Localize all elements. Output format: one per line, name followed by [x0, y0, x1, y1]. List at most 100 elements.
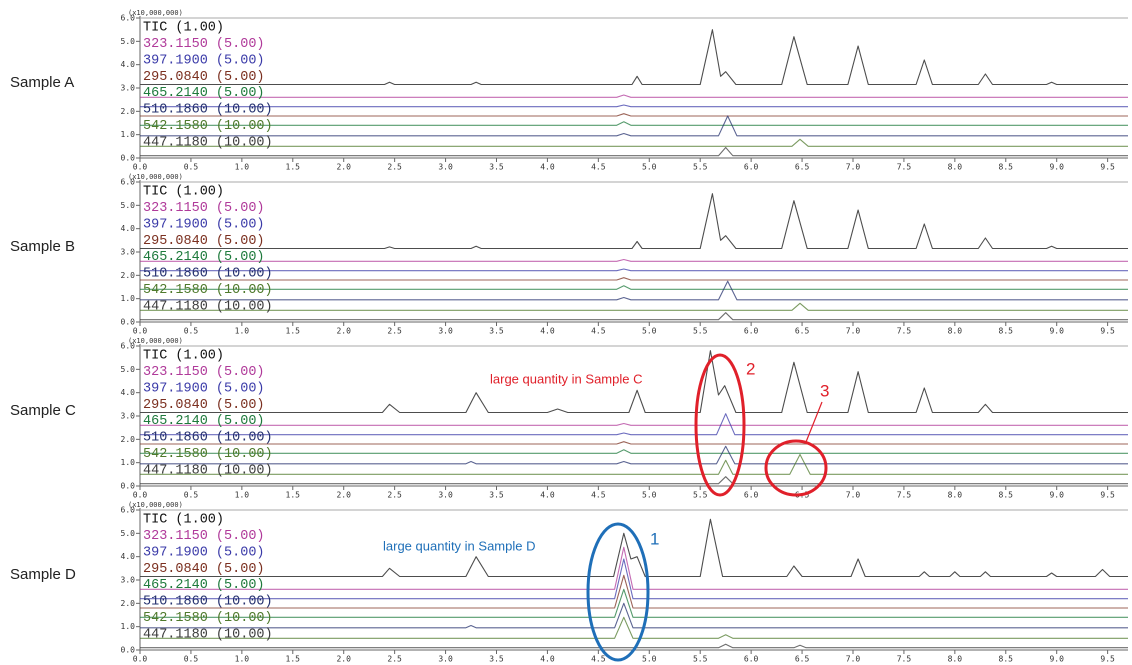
y-tick-label: 3.0	[121, 248, 136, 257]
trace	[140, 422, 1128, 426]
legend-entry: TIC (1.00)	[143, 185, 224, 200]
x-tick-label: 3.5	[489, 491, 504, 500]
x-tick-label: 4.5	[591, 163, 606, 172]
x-tick-label: 0.0	[133, 655, 148, 664]
legend-entry: 397.1900 (5.00)	[143, 381, 265, 396]
x-tick-label: 3.5	[489, 327, 504, 336]
legend-entry: 447.1180 (10.00)	[143, 135, 273, 150]
trace	[140, 602, 1128, 629]
x-tick-label: 6.0	[744, 655, 759, 664]
x-tick-label: 4.5	[591, 491, 606, 500]
legend-entry: 295.0840 (5.00)	[143, 398, 265, 413]
x-tick-label: 2.0	[336, 327, 351, 336]
legend-entry: 323.1150 (5.00)	[143, 529, 265, 544]
x-tick-label: 1.5	[286, 655, 301, 664]
x-tick-label: 9.5	[1100, 327, 1115, 336]
trace	[140, 104, 1128, 108]
y-axis-label: (x10,000,000)	[128, 501, 183, 509]
x-tick-label: 8.0	[948, 327, 963, 336]
y-tick-label: 5.0	[121, 529, 136, 538]
legend-entry: 447.1180 (10.00)	[143, 627, 273, 642]
y-tick-label: 2.0	[121, 271, 136, 280]
trace	[140, 588, 1128, 618]
x-tick-label: 5.5	[693, 163, 708, 172]
x-tick-label: 2.5	[387, 163, 402, 172]
x-tick-label: 4.0	[540, 655, 555, 664]
y-axis-label: (x10,000,000)	[128, 9, 183, 17]
x-tick-label: 7.5	[897, 491, 912, 500]
y-tick-label: 6.0	[121, 178, 136, 187]
legend-entry: TIC (1.00)	[143, 513, 224, 528]
x-tick-label: 9.0	[1049, 655, 1064, 664]
trace	[140, 285, 1128, 290]
annotation: 1	[650, 529, 659, 548]
y-tick-label: 5.0	[121, 37, 136, 46]
x-tick-label: 8.0	[948, 491, 963, 500]
legend-entry: 465.2140 (5.00)	[143, 578, 265, 593]
trace	[140, 518, 1128, 578]
y-tick-label: 4.0	[121, 388, 136, 397]
y-tick-label: 5.0	[121, 365, 136, 374]
x-tick-label: 7.0	[846, 163, 861, 172]
legend-entry: 510.1860 (10.00)	[143, 595, 273, 610]
y-tick-label: 1.0	[121, 294, 136, 303]
x-tick-label: 2.5	[387, 327, 402, 336]
x-tick-label: 5.0	[642, 491, 657, 500]
x-tick-label: 8.0	[948, 655, 963, 664]
sample-label: Sample C	[10, 402, 76, 419]
x-tick-label: 2.5	[387, 655, 402, 664]
trace	[140, 476, 1128, 485]
x-tick-label: 0.5	[184, 327, 199, 336]
y-tick-label: 5.0	[121, 201, 136, 210]
x-tick-label: 5.0	[642, 327, 657, 336]
y-axis-label: (x10,000,000)	[128, 173, 183, 181]
x-tick-label: 2.0	[336, 491, 351, 500]
y-tick-label: 2.0	[121, 435, 136, 444]
trace	[140, 302, 1128, 311]
panel: Sample C (x10,000,000) 0.0 1.0 2.0 3.0 4.0 5.0 6…	[10, 337, 1128, 500]
trace	[140, 643, 1128, 649]
x-tick-label: 6.5	[795, 163, 810, 172]
x-tick-label: 2.0	[336, 655, 351, 664]
x-tick-label: 2.0	[336, 163, 351, 172]
y-tick-label: 6.0	[121, 14, 136, 23]
highlight-ellipse	[586, 522, 650, 662]
legend-entry: 323.1150 (5.00)	[143, 37, 265, 52]
legend-entry: 542.1580 (10.00)	[143, 611, 273, 626]
sample-label: Sample B	[10, 238, 75, 255]
x-tick-label: 0.0	[133, 163, 148, 172]
x-tick-label: 1.5	[286, 327, 301, 336]
trace	[140, 558, 1128, 600]
x-tick-label: 1.0	[235, 327, 250, 336]
x-tick-label: 8.5	[999, 655, 1014, 664]
y-tick-label: 3.0	[121, 84, 136, 93]
x-tick-label: 8.0	[948, 163, 963, 172]
trace	[140, 280, 1128, 301]
sample-label: Sample A	[10, 74, 74, 91]
y-tick-label: 0.0	[121, 154, 136, 163]
legend-entry: 295.0840 (5.00)	[143, 70, 265, 85]
x-tick-label: 8.5	[999, 327, 1014, 336]
trace	[140, 546, 1128, 590]
trace	[140, 193, 1128, 250]
x-tick-label: 4.0	[540, 327, 555, 336]
trace	[140, 121, 1128, 126]
highlight-group	[586, 353, 828, 662]
legend-entry: 465.2140 (5.00)	[143, 250, 265, 265]
x-tick-label: 7.0	[846, 491, 861, 500]
x-tick-label: 9.5	[1100, 163, 1115, 172]
x-tick-label: 7.0	[846, 327, 861, 336]
trace	[140, 441, 1128, 445]
x-tick-label: 6.0	[744, 491, 759, 500]
x-tick-label: 0.0	[133, 327, 148, 336]
trace	[140, 113, 1128, 117]
trace	[140, 268, 1128, 272]
legend-entry: 465.2140 (5.00)	[143, 414, 265, 429]
x-tick-label: 6.0	[744, 327, 759, 336]
x-tick-label: 3.0	[438, 491, 453, 500]
legend-entry: 323.1150 (5.00)	[143, 201, 265, 216]
x-tick-label: 0.5	[184, 491, 199, 500]
x-tick-label: 9.5	[1100, 655, 1115, 664]
x-tick-label: 6.0	[744, 163, 759, 172]
